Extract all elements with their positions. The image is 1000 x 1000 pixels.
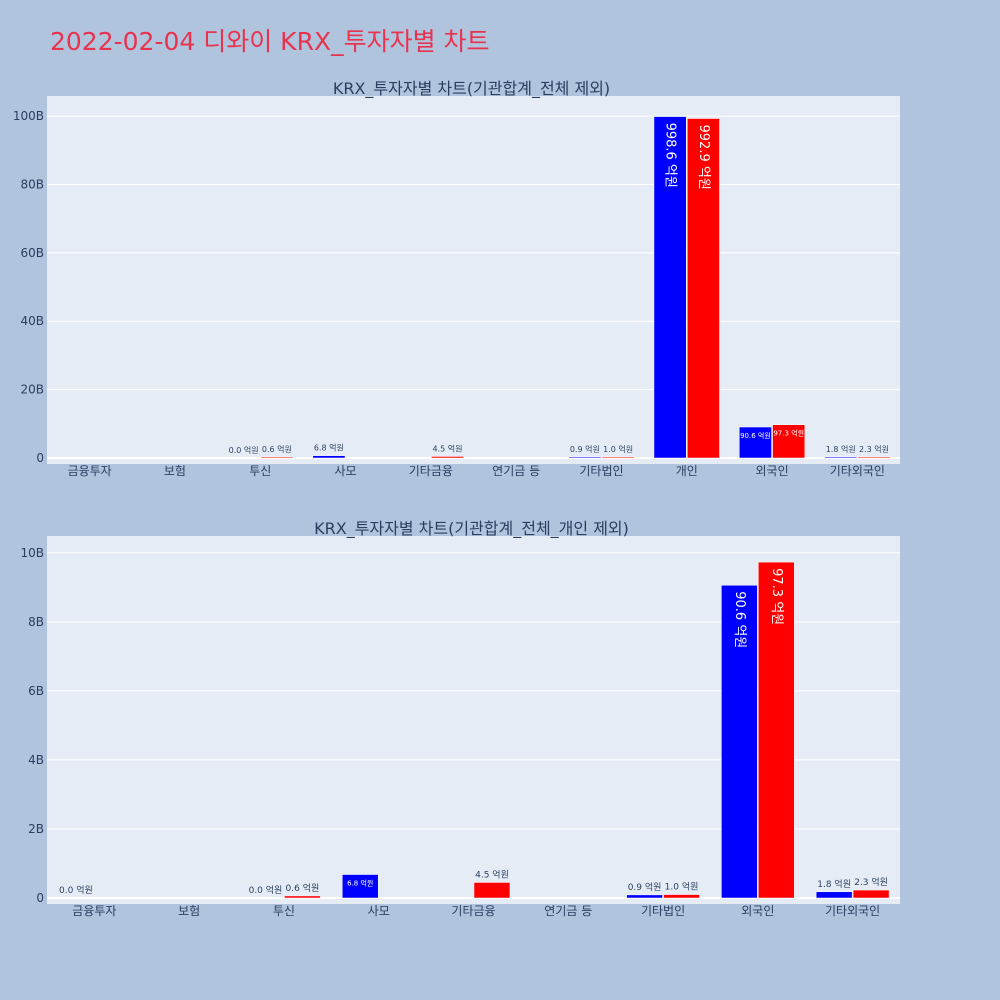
x-tick-label: 투신 (273, 904, 295, 918)
x-tick-label: 사모 (368, 904, 390, 918)
data-label: 4.5 억원 (432, 443, 462, 453)
bar (473, 882, 511, 899)
y-tick-label: 40B (20, 314, 44, 328)
y-tick-label: 2B (28, 822, 44, 836)
bar (772, 424, 806, 459)
x-tick-label: 연기금 등 (492, 464, 540, 478)
y-tick-label: 8B (28, 615, 44, 629)
x-tick-label: 기타금융 (451, 904, 495, 918)
data-label: 0.0 억원 (59, 884, 93, 896)
x-tick-label: 기타외국인 (830, 464, 885, 478)
bar (626, 894, 663, 899)
data-label: 0.6 억원 (286, 882, 320, 894)
data-label: 0.0 억원 (249, 884, 283, 896)
chart-top: KRX_투자자별 차트(기관합계_전체 제외) 0 20B 40B 60B 80B 100B… (13, 79, 900, 478)
y-tick-label: 0 (36, 451, 44, 465)
x-tick-label: 기타법인 (641, 904, 685, 918)
chart-subtitle: KRX_투자자별 차트(기관합계_전체_개인 제외) (314, 519, 629, 539)
data-label: 6.8 억원 (347, 879, 373, 888)
data-label: 90.6 억원 (740, 431, 771, 440)
bar (260, 456, 294, 459)
bar (857, 456, 891, 459)
x-tick-label: 외국인 (755, 464, 788, 478)
x-tick-label: 금융투자 (68, 464, 112, 478)
bar (739, 426, 772, 459)
bar (284, 895, 321, 899)
y-tick-label: 10B (20, 546, 44, 560)
plot-area (47, 96, 900, 464)
data-label: 1.8 억원 (817, 878, 851, 890)
x-tick-label: 연기금 등 (544, 904, 592, 918)
x-tick-label: 사모 (335, 464, 357, 478)
bar (568, 456, 602, 459)
data-label: 1.0 억원 (665, 881, 699, 893)
bar (824, 456, 858, 459)
x-tick-label: 금융투자 (72, 904, 116, 918)
chart-subtitle: KRX_투자자별 차트(기관합계_전체 제외) (333, 79, 610, 99)
y-tick-label: 100B (13, 109, 44, 123)
data-label: 992.9 억원 (696, 125, 711, 190)
y-tick-label: 80B (20, 177, 44, 191)
bar (663, 894, 700, 899)
data-label: 6.8 억원 (314, 443, 344, 453)
data-label: 0.6 억원 (262, 444, 292, 454)
bar (815, 891, 853, 899)
x-tick-label: 보험 (164, 464, 186, 478)
bar (721, 585, 758, 899)
bar (601, 456, 635, 459)
chart-bottom: KRX_투자자별 차트(기관합계_전체_개인 제외) 0 2B 4B 6B 8B 10B 금융… (20, 519, 900, 918)
x-tick-label: 투신 (249, 464, 271, 478)
data-label: 4.5 억원 (475, 868, 509, 880)
y-tick-label: 60B (20, 246, 44, 260)
data-label: 2.3 억원 (854, 876, 888, 888)
page-title: 2022-02-04 디와이 KRX_투자자별 차트 (50, 27, 490, 56)
data-label: 0.9 억원 (628, 881, 662, 893)
x-tick-label: 기타외국인 (825, 904, 880, 918)
x-tick-label: 개인 (676, 464, 698, 478)
data-label: 998.6 억원 (663, 123, 678, 188)
data-label: 2.3 억원 (859, 444, 889, 454)
data-label: 1.0 억원 (603, 444, 633, 454)
plot-area (47, 536, 900, 904)
bar (758, 561, 795, 899)
x-tick-label: 외국인 (741, 904, 774, 918)
data-label: 1.8 억원 (826, 444, 856, 454)
data-label: 0.0 억원 (229, 445, 259, 455)
x-tick-label: 기타법인 (579, 464, 623, 478)
y-tick-label: 6B (28, 684, 44, 698)
bar (312, 455, 346, 459)
data-label: 0.9 억원 (570, 444, 600, 454)
x-tick-label: 기타금융 (409, 464, 453, 478)
bar (342, 874, 379, 899)
y-tick-label: 4B (28, 753, 44, 767)
data-label: 97.3 억원 (773, 429, 804, 438)
bar (653, 116, 687, 459)
bar (431, 456, 464, 459)
x-tick-label: 보험 (178, 904, 200, 918)
data-label: 90.6 억원 (732, 591, 747, 648)
y-tick-label: 20B (20, 383, 44, 397)
data-label: 97.3 억원 (769, 568, 784, 625)
bar (687, 118, 720, 459)
y-tick-label: 0 (36, 891, 44, 905)
bar (852, 889, 890, 899)
